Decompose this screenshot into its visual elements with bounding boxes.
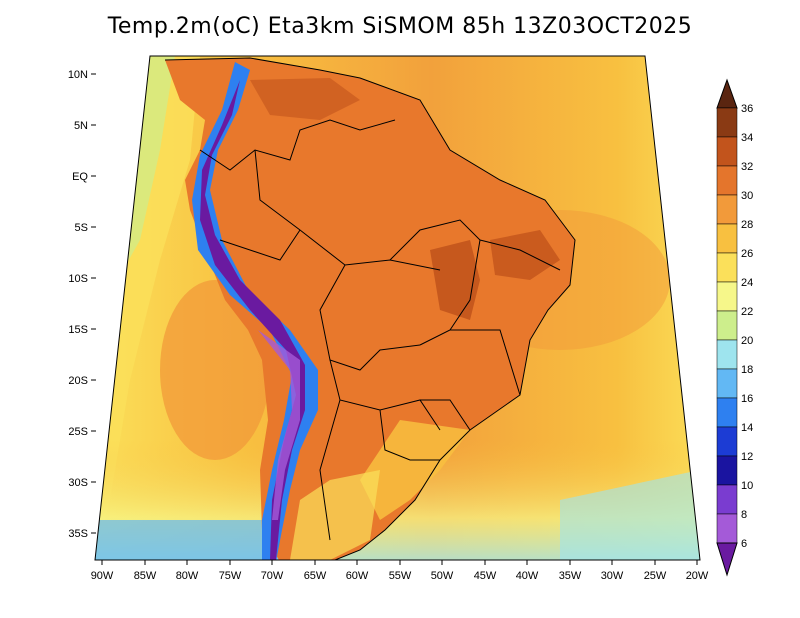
colorbar-label: 28 bbox=[741, 219, 753, 231]
lat-label: 35S bbox=[68, 528, 88, 540]
lat-label: 5S bbox=[75, 222, 88, 234]
colorbar-label: 20 bbox=[741, 335, 753, 347]
colorbar-label: 36 bbox=[741, 103, 753, 115]
lon-label: 45W bbox=[474, 570, 497, 582]
colorbar-label: 14 bbox=[741, 422, 753, 434]
latitude-labels: 10N 5N EQ 5S 10S 15S 20S 25S 30S 35S bbox=[68, 69, 89, 540]
longitude-ticks bbox=[101, 560, 698, 565]
lon-label: 85W bbox=[134, 570, 157, 582]
south-america-landmass bbox=[165, 58, 575, 560]
country-borders bbox=[164, 57, 576, 560]
lon-label: 50W bbox=[431, 570, 454, 582]
lon-label: 30W bbox=[601, 570, 624, 582]
lat-label: 25S bbox=[68, 426, 88, 438]
colorbar-label: 32 bbox=[741, 161, 753, 173]
lon-label: 75W bbox=[219, 570, 242, 582]
lon-label: 90W bbox=[91, 570, 114, 582]
colorbar-label: 18 bbox=[741, 364, 753, 376]
colorbar-label: 22 bbox=[741, 306, 753, 318]
colorbar-label: 10 bbox=[741, 480, 753, 492]
map-area bbox=[95, 56, 700, 560]
colorbar-label: 8 bbox=[741, 509, 747, 521]
colorbar-top-arrow bbox=[716, 78, 738, 109]
lon-label: 70W bbox=[261, 570, 284, 582]
colorbar-label: 26 bbox=[741, 248, 753, 260]
lon-label: 20W bbox=[686, 570, 709, 582]
lon-label: 80W bbox=[176, 570, 199, 582]
colorbar bbox=[716, 78, 738, 577]
colorbar-label: 6 bbox=[741, 538, 747, 550]
lon-label: 60W bbox=[346, 570, 369, 582]
colorbar-label: 16 bbox=[741, 393, 753, 405]
lon-label: 25W bbox=[644, 570, 667, 582]
longitude-labels: 90W 85W 80W 75W 70W 65W 60W 55W 50W 45W … bbox=[91, 570, 709, 582]
lat-label: 20S bbox=[68, 375, 88, 387]
lat-label: 30S bbox=[68, 477, 88, 489]
colorbar-labels: 36 34 32 30 28 26 24 22 20 18 16 14 12 1… bbox=[741, 103, 753, 550]
lat-label: EQ bbox=[72, 171, 88, 183]
lat-label: 5N bbox=[74, 120, 88, 132]
lat-label: 15S bbox=[68, 324, 88, 336]
lon-label: 55W bbox=[389, 570, 412, 582]
colorbar-bottom-arrow bbox=[716, 542, 738, 577]
lat-label: 10S bbox=[68, 273, 88, 285]
colorbar-label: 30 bbox=[741, 190, 753, 202]
lon-label: 35W bbox=[559, 570, 582, 582]
map-title: Temp.2m(oC) Eta3km SiSMOM 85h 13Z03OCT20… bbox=[107, 14, 693, 39]
lon-label: 65W bbox=[304, 570, 327, 582]
colorbar-label: 24 bbox=[741, 277, 753, 289]
colorbar-label: 12 bbox=[741, 451, 753, 463]
lon-label: 40W bbox=[516, 570, 539, 582]
latitude-ticks bbox=[91, 73, 96, 534]
lat-label: 10N bbox=[68, 69, 88, 81]
colorbar-label: 34 bbox=[741, 132, 753, 144]
